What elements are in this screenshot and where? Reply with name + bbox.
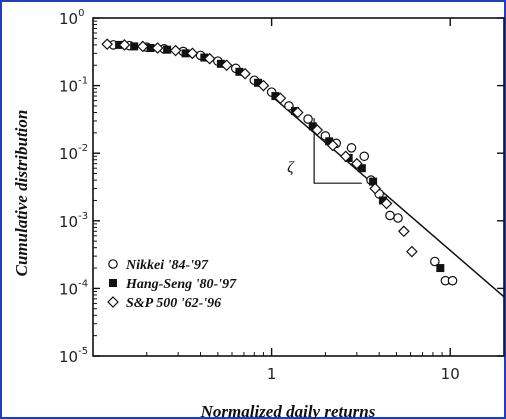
data-point: [357, 164, 366, 173]
data-point: [186, 47, 199, 60]
x-axis-ticks: 1 10: [146, 18, 460, 383]
data-point: [118, 39, 131, 51]
series-0: [108, 40, 458, 286]
legend: Nikkei '84-'97 Hang-Seng '80-'97 S&P 500 '…: [107, 258, 237, 311]
data-point: [169, 44, 182, 57]
data-point: [339, 150, 352, 163]
legend-marker: [109, 279, 117, 287]
data-point: [378, 196, 387, 205]
y-axis-ticks: 100 10-1 10-2 10-3 10-4 10-5: [59, 8, 504, 366]
y-tick-label: 10-1: [59, 76, 88, 96]
data-point: [200, 53, 209, 62]
legend-marker: [107, 296, 119, 308]
slope-triangle: ζ: [287, 118, 362, 184]
y-tick-label: 100: [59, 8, 84, 28]
data-point: [151, 42, 164, 54]
data-point: [430, 256, 440, 267]
data-point: [325, 137, 334, 146]
data-point: [436, 264, 445, 273]
data-point: [303, 114, 313, 124]
legend-label: Nikkei '84-'97: [125, 258, 209, 273]
data-point: [216, 59, 225, 68]
fit-line: [271, 95, 505, 298]
y-tick-label: 10-2: [59, 143, 88, 163]
data-point: [136, 40, 149, 53]
legend-marker: [108, 259, 118, 269]
data-point: [146, 43, 155, 52]
data-point: [257, 79, 270, 92]
data-point: [393, 213, 403, 223]
zeta-annotation: ζ: [287, 160, 295, 177]
data-point: [359, 151, 370, 162]
data-point: [406, 245, 418, 258]
slope-triangle-legs: [313, 118, 362, 184]
data-point: [350, 157, 363, 170]
data-point: [271, 92, 280, 101]
series-1: [115, 40, 445, 273]
data-point: [203, 52, 216, 65]
data-point: [130, 42, 139, 51]
data-point: [274, 92, 287, 105]
data-point: [398, 225, 410, 238]
data-point: [254, 78, 263, 87]
data-point: [308, 122, 317, 131]
data-point: [385, 210, 395, 221]
legend-label: Hang-Seng '80-'97: [125, 277, 237, 292]
y-axis-label: Cumulative distribution: [12, 110, 31, 277]
data-point: [235, 67, 244, 76]
data-point: [447, 275, 458, 286]
data-point: [163, 45, 172, 54]
y-tick-label: 10-4: [59, 278, 88, 298]
data-point: [220, 59, 233, 72]
data-point: [346, 143, 357, 153]
data-point: [239, 67, 251, 80]
data-point: [369, 177, 378, 186]
data-point: [181, 49, 190, 58]
series-2: [101, 38, 418, 258]
data-points: [101, 38, 458, 286]
data-point: [369, 182, 382, 195]
data-point: [101, 38, 113, 51]
x-tick-label: 1: [267, 365, 277, 383]
x-tick-label: 10: [441, 365, 460, 383]
data-point: [291, 106, 304, 119]
data-point: [380, 197, 393, 210]
y-tick-label: 10-5: [59, 346, 88, 366]
legend-label: S&P 500 '62-'96: [126, 296, 221, 311]
data-point: [326, 139, 339, 152]
x-axis-label: Normalized daily returns: [200, 402, 376, 419]
y-tick-label: 10-3: [59, 211, 88, 231]
data-point: [311, 124, 324, 136]
fit-line-group: [271, 95, 505, 298]
plot-area: [92, 17, 505, 357]
